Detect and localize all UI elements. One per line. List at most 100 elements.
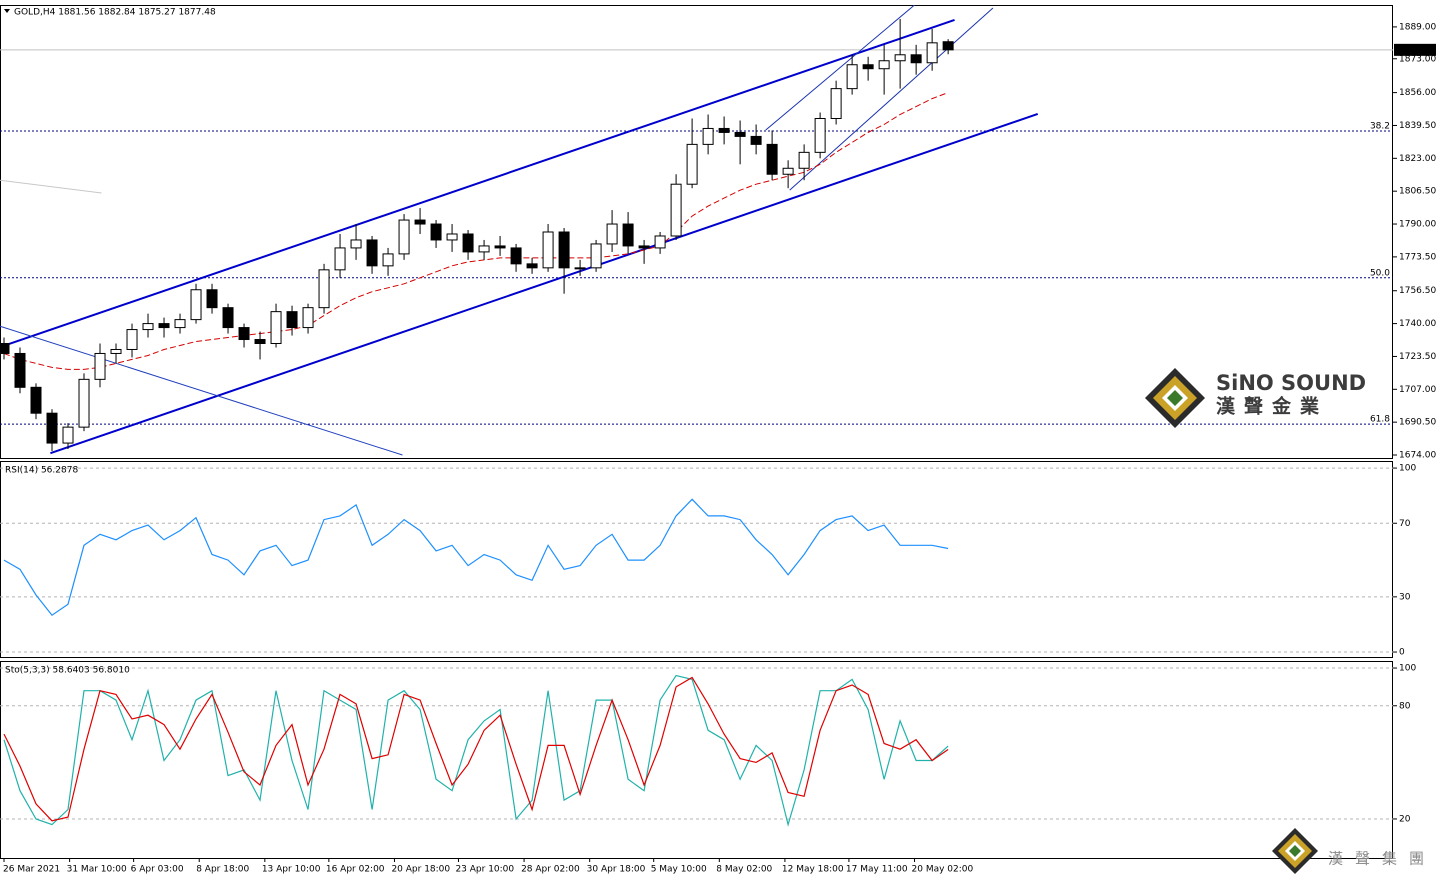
candle-body	[878, 60, 890, 70]
y-tick-label: 1839.50	[1399, 121, 1436, 131]
x-tick-label: 17 May 11:00	[846, 865, 908, 875]
x-tick-label: 8 May 02:00	[716, 865, 772, 875]
y-tick-label: 1707.00	[1399, 385, 1436, 395]
candle-body	[478, 245, 490, 253]
x-tick-label: 13 Apr 10:00	[262, 865, 321, 875]
candle-body	[654, 235, 666, 249]
candle-body	[110, 348, 122, 354]
x-tick-label: 5 May 10:00	[651, 865, 707, 875]
moving-average	[3, 92, 949, 370]
main-plot: 38.2 50.0 61.8	[0, 5, 1393, 456]
candle-body	[510, 247, 522, 265]
y-tick-label: 1690.50	[1399, 418, 1436, 428]
candle-body	[622, 223, 634, 247]
candle-body	[158, 323, 170, 329]
fib-level-label: 61.8	[1370, 415, 1390, 425]
trend-line	[50, 112, 1039, 455]
candle-body	[366, 239, 378, 267]
candle-body	[206, 289, 218, 309]
candle-body	[334, 247, 346, 271]
candle-body	[94, 352, 106, 380]
y-tick-label: 1806.50	[1399, 187, 1436, 197]
x-tick-label: 20 Apr 18:00	[391, 865, 450, 875]
candle-body	[590, 243, 602, 269]
fib-level-label: 38.2	[1370, 122, 1390, 132]
candle-body	[0, 343, 10, 354]
x-tick-label: 28 Apr 02:00	[521, 865, 580, 875]
candle-body	[862, 64, 874, 70]
x-tick-label: 6 Apr 03:00	[131, 865, 184, 875]
candle-body	[30, 386, 42, 414]
candle-body	[446, 233, 458, 241]
candle-body	[142, 323, 154, 331]
trend-line	[765, 5, 915, 131]
rsi-plot	[0, 467, 1393, 653]
y-tick-label: 0	[1399, 648, 1405, 658]
candle-body	[734, 131, 746, 137]
candle-body	[638, 245, 650, 249]
current-price-label: 1877.48	[1397, 45, 1434, 55]
candle-body	[670, 183, 682, 237]
watermark-brand: SiNO SOUND	[1216, 371, 1366, 395]
candle-body	[942, 41, 954, 51]
candle-body	[398, 219, 410, 255]
candle-body	[382, 253, 394, 267]
candle-body	[238, 327, 250, 341]
candle-body	[926, 42, 938, 64]
x-tick-label: 16 Apr 02:00	[326, 865, 385, 875]
candle-body	[750, 135, 762, 145]
candle-body	[558, 231, 570, 269]
trend-line	[789, 7, 994, 191]
rsi-panel-frame	[0, 461, 1393, 658]
candle-body	[542, 231, 554, 269]
y-tick-label: 20	[1399, 814, 1411, 824]
fib-level-label: 50.0	[1370, 268, 1390, 278]
y-tick-label: 80	[1399, 701, 1411, 711]
y-tick-label: 100	[1399, 664, 1416, 674]
axes: 1889.00 1873.00 1856.00 1839.50 1823.00 1806.…	[3, 22, 1436, 874]
candle-body	[254, 339, 266, 345]
sto-panel-frame	[0, 661, 1393, 859]
candle-body	[718, 127, 730, 133]
y-tick-label: 1773.50	[1399, 252, 1436, 262]
indicator-line	[3, 674, 949, 827]
x-tick-label: 20 May 02:00	[912, 865, 974, 875]
y-tick-label: 1740.00	[1399, 319, 1436, 329]
y-tick-label: 1674.00	[1399, 451, 1436, 461]
x-tick-label: 23 Apr 10:00	[455, 865, 514, 875]
candle-body	[798, 151, 810, 169]
candle-body	[494, 245, 506, 249]
candle-body	[302, 307, 314, 329]
sto-plot	[0, 667, 1393, 827]
y-tick-label: 30	[1399, 592, 1411, 602]
candle-body	[462, 233, 474, 253]
x-tick-label: 8 Apr 18:00	[196, 865, 249, 875]
candle-body	[350, 239, 362, 249]
y-tick-label: 100	[1399, 464, 1416, 474]
y-tick-label: 1723.50	[1399, 352, 1436, 362]
candle-body	[430, 223, 442, 241]
candle-body	[14, 352, 26, 388]
rsi-title: RSI(14) 56.2878	[5, 466, 78, 476]
candle-body	[894, 54, 906, 62]
candle-body	[414, 219, 426, 225]
footer-logo-text: 漢聲集團	[1328, 850, 1436, 868]
watermark-chinese: 漢聲金業	[1216, 395, 1328, 418]
candle-body	[686, 143, 698, 185]
y-tick-label: 1873.00	[1399, 54, 1436, 64]
y-tick-label: 1790.00	[1399, 220, 1436, 230]
candle-body	[814, 117, 826, 153]
candle-body	[174, 319, 186, 329]
candle-body	[910, 54, 922, 64]
candle-body	[574, 267, 586, 270]
y-tick-label: 1823.00	[1399, 154, 1436, 164]
x-tick-label: 26 Mar 2021	[3, 865, 60, 875]
menu-triangle	[4, 9, 10, 13]
candle-body	[702, 127, 714, 145]
sto-title: Sto(5,3,3) 58.6403 56.8010	[5, 666, 130, 676]
footer-logo-icon	[1272, 828, 1318, 874]
x-tick-label: 30 Apr 18:00	[587, 865, 646, 875]
candle-body	[526, 263, 538, 269]
y-tick-label: 1756.50	[1399, 286, 1436, 296]
